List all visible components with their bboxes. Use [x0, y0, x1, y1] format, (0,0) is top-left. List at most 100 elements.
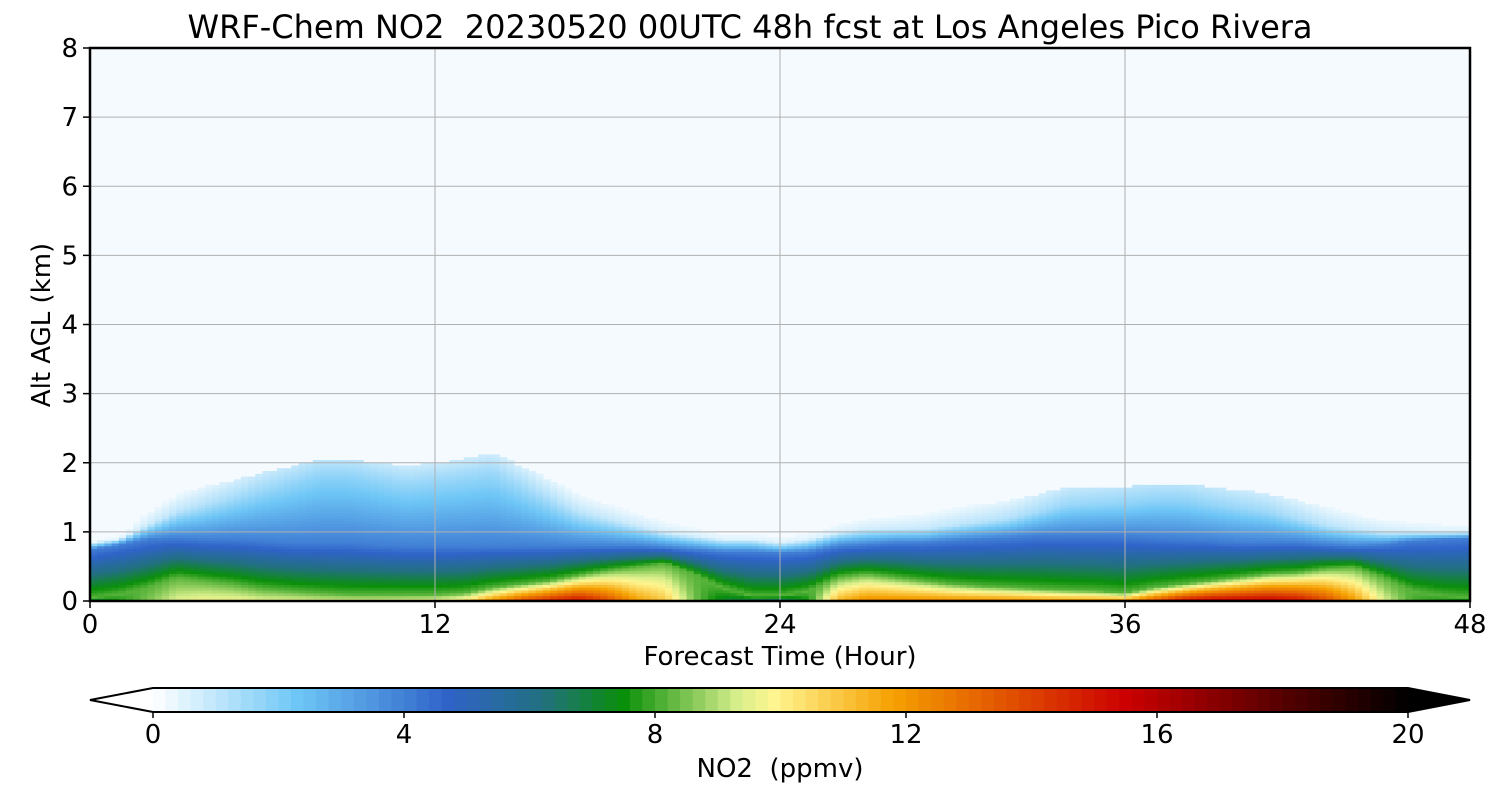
concentration-cell	[169, 529, 177, 533]
concentration-cell	[1038, 562, 1047, 566]
concentration-cell	[442, 567, 450, 572]
concentration-cell	[226, 551, 235, 555]
concentration-cell	[413, 537, 422, 541]
concentration-cell	[327, 493, 335, 497]
concentration-cell	[248, 548, 256, 552]
concentration-cell	[205, 487, 213, 491]
concentration-cell	[384, 523, 393, 527]
concentration-cell	[212, 545, 220, 550]
concentration-cell	[722, 548, 731, 552]
concentration-cell	[320, 562, 328, 566]
concentration-cell	[449, 473, 458, 478]
concentration-cell	[887, 556, 896, 561]
concentration-cell	[320, 490, 328, 494]
concentration-cell	[449, 576, 458, 580]
concentration-cell	[930, 515, 939, 519]
concentration-cell	[499, 559, 508, 563]
concentration-cell	[111, 581, 120, 586]
concentration-cell	[895, 576, 903, 580]
concentration-cell	[744, 548, 752, 552]
concentration-cell	[456, 520, 465, 525]
concentration-cell	[815, 584, 824, 588]
concentration-cell	[269, 495, 278, 500]
concentration-cell	[169, 501, 177, 505]
concentration-cell	[348, 487, 357, 491]
concentration-cell	[420, 504, 429, 508]
concentration-cell	[190, 512, 199, 516]
concentration-cell	[183, 570, 192, 574]
concentration-cell	[866, 537, 875, 541]
concentration-cell	[269, 479, 278, 483]
concentration-cell	[693, 565, 702, 569]
concentration-cell	[492, 515, 501, 519]
concentration-cell	[1045, 565, 1054, 569]
concentration-cell	[974, 573, 982, 577]
concentration-cell	[945, 531, 954, 536]
concentration-cell	[585, 512, 594, 516]
concentration-cell	[981, 545, 990, 550]
concentration-cell	[945, 523, 954, 527]
concentration-cell	[485, 592, 494, 597]
concentration-cell	[873, 562, 882, 566]
concentration-cell	[600, 578, 609, 583]
concentration-cell	[478, 570, 486, 574]
concentration-cell	[873, 573, 882, 577]
concentration-cell	[248, 534, 256, 539]
concentration-cell	[708, 573, 716, 577]
concentration-cell	[787, 573, 795, 577]
concentration-cell	[370, 498, 379, 503]
concentration-cell	[312, 495, 321, 500]
concentration-cell	[902, 515, 910, 519]
concentration-cell	[442, 548, 450, 552]
concentration-cell	[348, 581, 357, 586]
concentration-cell	[492, 471, 501, 475]
concentration-cell	[672, 556, 680, 561]
concentration-cell	[578, 595, 587, 599]
concentration-cell	[528, 493, 537, 497]
concentration-cell	[463, 587, 472, 591]
concentration-cell	[485, 493, 494, 497]
concentration-cell	[456, 495, 465, 500]
concentration-cell	[557, 576, 565, 580]
concentration-cell	[974, 512, 982, 516]
concentration-cell	[880, 559, 889, 563]
concentration-cell	[564, 581, 573, 586]
concentration-cell	[284, 493, 292, 497]
concentration-cell	[923, 598, 932, 601]
concentration-cell	[219, 520, 228, 525]
concentration-cell	[952, 542, 961, 547]
concentration-cell	[363, 589, 371, 594]
concentration-cell	[305, 484, 314, 489]
concentration-cell	[320, 531, 328, 536]
concentration-cell	[506, 545, 515, 550]
concentration-cell	[212, 534, 220, 539]
concentration-cell	[1031, 556, 1040, 561]
concentration-cell	[463, 531, 472, 536]
concentration-cell	[708, 551, 716, 555]
concentration-cell	[406, 595, 415, 599]
concentration-cell	[1045, 598, 1054, 601]
concentration-cell	[499, 459, 508, 464]
concentration-cell	[923, 515, 932, 519]
concentration-cell	[262, 553, 271, 558]
concentration-cell	[966, 589, 975, 594]
concentration-cell	[765, 542, 774, 547]
concentration-cell	[736, 548, 745, 552]
concentration-cell	[384, 468, 393, 472]
concentration-cell	[435, 476, 443, 480]
concentration-cell	[1017, 540, 1025, 544]
concentration-cell	[952, 553, 961, 558]
concentration-cell	[197, 578, 206, 583]
concentration-cell	[1024, 504, 1033, 508]
concentration-cell	[298, 520, 307, 525]
concentration-cell	[686, 542, 695, 547]
concentration-cell	[895, 581, 903, 586]
concentration-cell	[197, 493, 206, 497]
concentration-cell	[636, 595, 645, 599]
concentration-cell	[873, 531, 882, 536]
concentration-cell	[981, 576, 990, 580]
concentration-cell	[780, 553, 788, 558]
concentration-cell	[456, 465, 465, 469]
concentration-cell	[406, 545, 415, 550]
concentration-cell	[255, 589, 264, 594]
